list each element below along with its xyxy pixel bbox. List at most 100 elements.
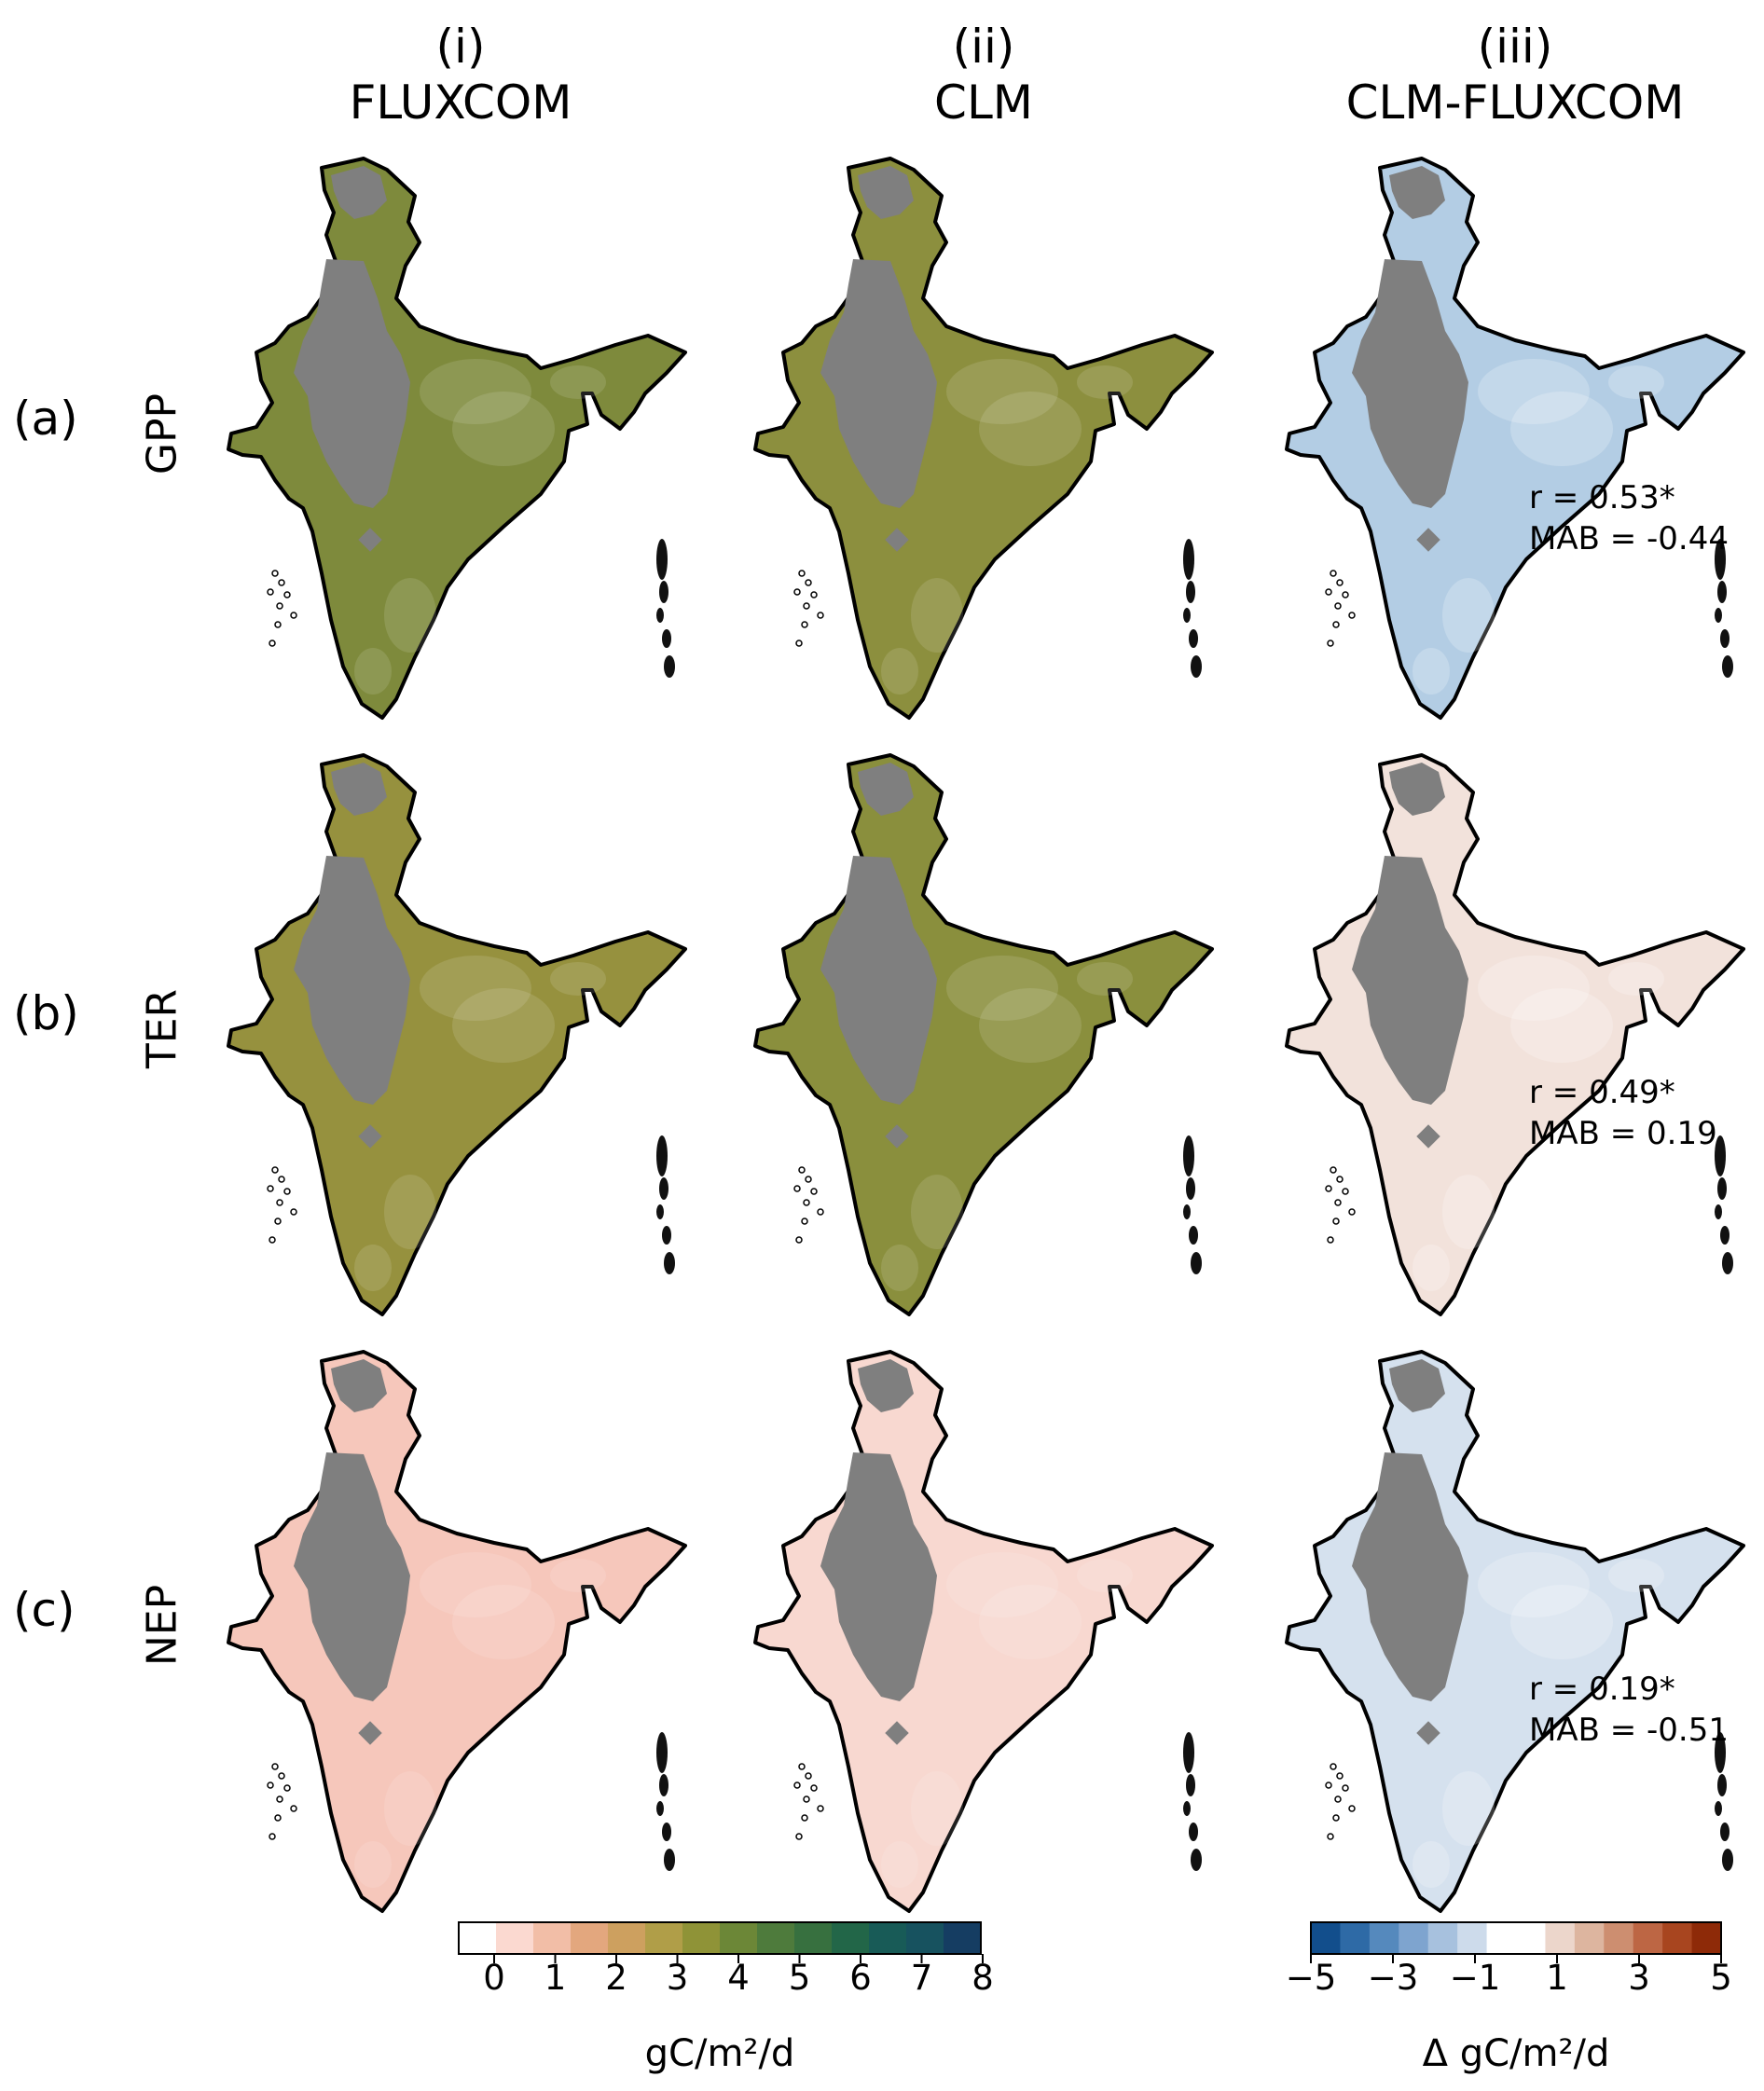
- andaman-island: [1183, 608, 1191, 623]
- lakshadweep-island: [803, 602, 810, 610]
- andaman-island: [1715, 1204, 1722, 1219]
- masked-region: [294, 856, 410, 1105]
- colorbar-segment: [496, 1922, 534, 1954]
- shading-patch: [452, 988, 555, 1063]
- lakshadweep-island: [276, 1199, 283, 1206]
- shading-patch: [384, 578, 436, 653]
- lakshadweep-island: [283, 1188, 291, 1195]
- colorbar-segment: [1662, 1922, 1693, 1954]
- lakshadweep-island: [283, 1784, 291, 1792]
- lakshadweep-island: [1327, 640, 1334, 647]
- colorbar-segment: [832, 1922, 870, 1954]
- colorbar-segment: [757, 1922, 795, 1954]
- shading-patch: [979, 1585, 1082, 1659]
- colorbar-segment: [1633, 1922, 1663, 1954]
- colorbar-segment: [571, 1922, 609, 1954]
- shading-patch: [452, 392, 555, 466]
- colorbar-border: [1310, 1921, 1722, 1955]
- colorbar-tick-label: 5: [788, 1958, 811, 1998]
- masked-region-north: [331, 1359, 387, 1412]
- shading-patch: [1608, 962, 1664, 996]
- andaman-island: [1715, 539, 1726, 580]
- map-gpp-clm-fluxcom: [1285, 157, 1745, 720]
- lakshadweep-island: [795, 1236, 803, 1244]
- andaman-island: [1191, 1252, 1202, 1274]
- colorbar-segment: [645, 1922, 683, 1954]
- column-number: (ii): [952, 20, 1015, 74]
- row-letter-c: (c): [13, 1583, 76, 1637]
- lakshadweep-island: [1330, 1166, 1337, 1174]
- shading-patch: [1510, 392, 1613, 466]
- map-ter-clm: [753, 753, 1214, 1316]
- shading-patch: [979, 392, 1082, 466]
- masked-region-north: [331, 166, 387, 219]
- lakshadweep-island: [1348, 1208, 1356, 1216]
- masked-region: [820, 259, 937, 508]
- shading-patch: [1510, 1585, 1613, 1659]
- colorbar-tick-label: 7: [910, 1958, 933, 1998]
- lakshadweep-island: [1332, 1814, 1340, 1822]
- lakshadweep-island: [1330, 570, 1337, 577]
- andaman-island: [656, 1135, 668, 1176]
- masked-region-south: [358, 528, 382, 552]
- masked-region-north: [1389, 166, 1445, 219]
- colorbar-segment: [1427, 1922, 1458, 1954]
- colorbar-tick-label: 0: [483, 1958, 505, 1998]
- lakshadweep-island: [271, 1166, 279, 1174]
- masked-region: [294, 259, 410, 508]
- andaman-island: [1189, 1226, 1198, 1245]
- stats-gpp: r = 0.53* MAB = -0.44: [1529, 477, 1729, 559]
- row-variable-nep: NEP: [138, 1584, 186, 1667]
- shading-patch: [911, 1175, 963, 1249]
- shading-patch: [946, 359, 1058, 424]
- masked-region-north: [331, 763, 387, 816]
- shading-patch: [550, 1559, 606, 1592]
- colorbar-tick-label: 3: [666, 1958, 689, 1998]
- shading-patch: [1413, 1245, 1450, 1291]
- andaman-island: [1715, 608, 1722, 623]
- colorbar-segment: [944, 1922, 982, 1954]
- shading-patch: [1478, 956, 1590, 1021]
- andaman-island: [1720, 629, 1730, 648]
- lakshadweep-island: [817, 1208, 824, 1216]
- lakshadweep-island: [278, 1772, 285, 1780]
- lakshadweep-island: [795, 640, 803, 647]
- lakshadweep-island: [810, 591, 818, 598]
- lakshadweep-island: [817, 612, 824, 619]
- shading-patch: [1442, 1175, 1495, 1249]
- colorbar-segment: [720, 1922, 758, 1954]
- lakshadweep-island: [793, 588, 801, 596]
- lakshadweep-island: [810, 1188, 818, 1195]
- shading-patch: [420, 1552, 531, 1617]
- masked-region-north: [1389, 763, 1445, 816]
- map-gpp-fluxcom: [227, 157, 687, 720]
- colorbar-absolute: [458, 1921, 984, 1963]
- shading-patch: [881, 648, 918, 695]
- andaman-island: [659, 581, 668, 603]
- masked-region: [294, 1452, 410, 1701]
- lakshadweep-island: [1336, 1176, 1344, 1183]
- shading-patch: [1413, 1841, 1450, 1888]
- lakshadweep-island: [817, 1805, 824, 1812]
- andaman-island: [1722, 655, 1733, 678]
- masked-region-north: [858, 166, 914, 219]
- column-header-clm: (ii) CLM: [723, 19, 1245, 131]
- lakshadweep-island: [267, 588, 274, 596]
- masked-region-north: [858, 1359, 914, 1412]
- column-title: CLM-FLUXCOM: [1345, 76, 1685, 130]
- lakshadweep-island: [801, 1814, 808, 1822]
- andaman-island: [1720, 1226, 1730, 1245]
- lakshadweep-island: [290, 1208, 297, 1216]
- lakshadweep-island: [1334, 1795, 1342, 1803]
- lakshadweep-island: [276, 602, 283, 610]
- column-number: (i): [435, 20, 486, 74]
- shading-patch: [979, 988, 1082, 1063]
- andaman-island: [1191, 1849, 1202, 1871]
- shading-patch: [420, 359, 531, 424]
- lakshadweep-island: [793, 1781, 801, 1789]
- shading-patch: [1478, 1552, 1590, 1617]
- stat-mab: MAB = -0.44: [1529, 520, 1729, 557]
- row-letter-b: (b): [13, 986, 79, 1040]
- colorbar-segment: [1311, 1922, 1341, 1954]
- shading-patch: [354, 1841, 392, 1888]
